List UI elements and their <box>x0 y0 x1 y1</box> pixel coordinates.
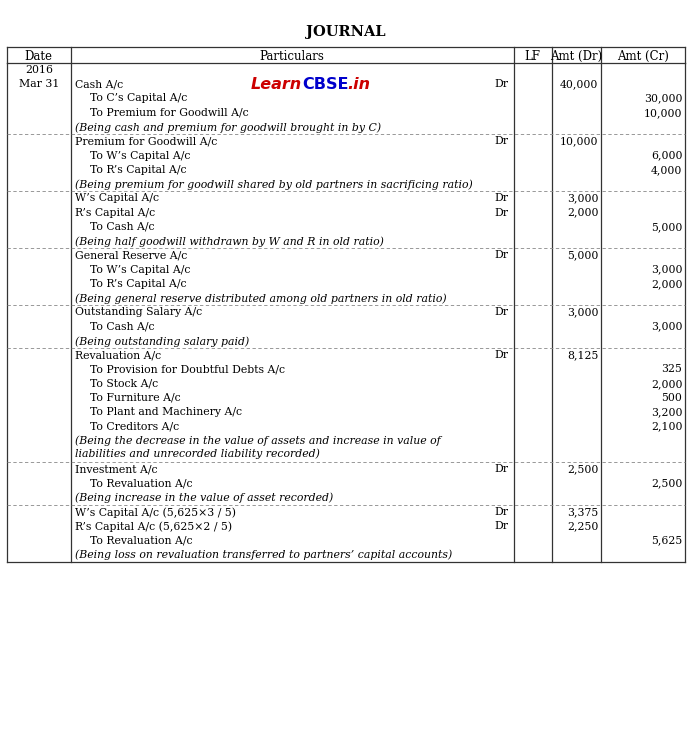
Text: (Being increase in the value of asset recorded): (Being increase in the value of asset re… <box>75 493 333 503</box>
Text: 3,000: 3,000 <box>567 307 599 318</box>
Text: Dr: Dr <box>494 507 508 517</box>
Text: Mar 31: Mar 31 <box>19 79 59 89</box>
Text: Premium for Goodwill A/c: Premium for Goodwill A/c <box>75 136 217 146</box>
Text: To Cash A/c: To Cash A/c <box>90 322 154 331</box>
Text: R’s Capital A/c (5,625×2 / 5): R’s Capital A/c (5,625×2 / 5) <box>75 521 232 532</box>
Text: Dr: Dr <box>494 350 508 360</box>
Text: Outstanding Salary A/c: Outstanding Salary A/c <box>75 307 202 318</box>
Text: CBSE: CBSE <box>302 76 348 92</box>
Text: Dr: Dr <box>494 79 508 89</box>
Text: 2,000: 2,000 <box>651 279 682 289</box>
Text: 3,375: 3,375 <box>567 507 599 517</box>
Text: JOURNAL: JOURNAL <box>306 26 386 40</box>
Text: General Reserve A/c: General Reserve A/c <box>75 251 187 260</box>
Text: R’s Capital A/c: R’s Capital A/c <box>75 207 155 218</box>
Text: 2,250: 2,250 <box>567 521 599 531</box>
Text: W’s Capital A/c (5,625×3 / 5): W’s Capital A/c (5,625×3 / 5) <box>75 507 236 517</box>
Text: Dr: Dr <box>494 193 508 204</box>
Text: 2,500: 2,500 <box>651 478 682 489</box>
Text: 2016: 2016 <box>25 65 53 75</box>
Text: 4,000: 4,000 <box>651 165 682 175</box>
Text: 40,000: 40,000 <box>560 79 599 89</box>
Text: 3,000: 3,000 <box>651 322 682 331</box>
Text: To Creditors A/c: To Creditors A/c <box>90 422 179 431</box>
Text: Dr: Dr <box>494 136 508 146</box>
Text: .in: .in <box>347 76 370 92</box>
Text: Dr: Dr <box>494 307 508 318</box>
Text: W’s Capital A/c: W’s Capital A/c <box>75 193 158 204</box>
Text: To R’s Capital A/c: To R’s Capital A/c <box>90 165 186 175</box>
Text: Cash A/c: Cash A/c <box>75 79 123 89</box>
Text: To Stock A/c: To Stock A/c <box>90 379 158 389</box>
Text: Dr: Dr <box>494 521 508 531</box>
Text: Amt (Dr): Amt (Dr) <box>550 50 603 63</box>
Text: Dr: Dr <box>494 207 508 218</box>
Text: To C’s Capital A/c: To C’s Capital A/c <box>90 93 187 104</box>
Text: Date: Date <box>25 50 53 63</box>
Text: 2,100: 2,100 <box>651 422 682 431</box>
Text: (Being loss on revaluation transferred to partners’ capital accounts): (Being loss on revaluation transferred t… <box>75 550 452 561</box>
Text: 2,500: 2,500 <box>567 465 599 474</box>
Text: 3,000: 3,000 <box>567 193 599 204</box>
Text: (Being half goodwill withdrawn by W and R in old ratio): (Being half goodwill withdrawn by W and … <box>75 236 383 247</box>
Text: To Plant and Machinery A/c: To Plant and Machinery A/c <box>90 407 242 417</box>
Text: (Being the decrease in the value of assets and increase in value of
liabilities : (Being the decrease in the value of asse… <box>75 436 440 459</box>
Text: To Provision for Doubtful Debts A/c: To Provision for Doubtful Debts A/c <box>90 365 284 374</box>
Text: To R’s Capital A/c: To R’s Capital A/c <box>90 279 186 289</box>
Text: 8,125: 8,125 <box>567 350 599 360</box>
Text: To Furniture A/c: To Furniture A/c <box>90 393 181 403</box>
Text: (Being premium for goodwill shared by old partners in sacrificing ratio): (Being premium for goodwill shared by ol… <box>75 179 473 190</box>
Text: (Being cash and premium for goodwill brought in by C): (Being cash and premium for goodwill bro… <box>75 122 381 132</box>
Text: To Revaluation A/c: To Revaluation A/c <box>90 478 192 489</box>
Text: 3,000: 3,000 <box>651 265 682 275</box>
Text: 10,000: 10,000 <box>644 108 682 118</box>
Text: Dr: Dr <box>494 251 508 260</box>
Text: To Cash A/c: To Cash A/c <box>90 222 154 232</box>
Text: 325: 325 <box>662 365 682 374</box>
Text: To Revaluation A/c: To Revaluation A/c <box>90 536 192 545</box>
Text: 5,625: 5,625 <box>651 536 682 545</box>
Text: 30,000: 30,000 <box>644 93 682 104</box>
Text: 6,000: 6,000 <box>651 151 682 160</box>
Text: To Premium for Goodwill A/c: To Premium for Goodwill A/c <box>90 108 248 118</box>
Text: (Being general reserve distributed among old partners in old ratio): (Being general reserve distributed among… <box>75 293 446 304</box>
Text: Dr: Dr <box>494 465 508 474</box>
Text: 10,000: 10,000 <box>560 136 599 146</box>
Text: 5,000: 5,000 <box>651 222 682 232</box>
Text: Amt (Cr): Amt (Cr) <box>617 50 669 63</box>
Text: 2,000: 2,000 <box>651 379 682 389</box>
Text: 2,000: 2,000 <box>567 207 599 218</box>
Text: To W’s Capital A/c: To W’s Capital A/c <box>90 265 190 275</box>
Text: Particulars: Particulars <box>260 50 325 63</box>
Text: 5,000: 5,000 <box>567 251 599 260</box>
Text: Revaluation A/c: Revaluation A/c <box>75 350 161 360</box>
Text: LF: LF <box>525 50 541 63</box>
Text: To W’s Capital A/c: To W’s Capital A/c <box>90 151 190 160</box>
Text: 3,200: 3,200 <box>651 407 682 417</box>
Text: Investment A/c: Investment A/c <box>75 465 157 474</box>
Text: 500: 500 <box>662 393 682 403</box>
Text: (Being outstanding salary paid): (Being outstanding salary paid) <box>75 336 249 346</box>
Text: Learn: Learn <box>251 76 302 92</box>
